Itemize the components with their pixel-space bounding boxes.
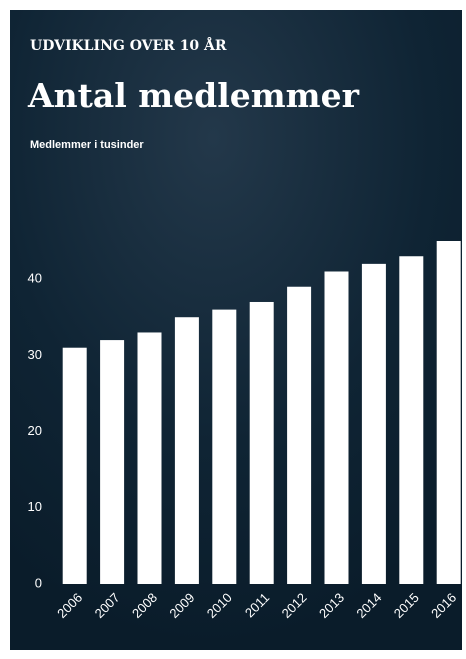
- bar: [399, 256, 424, 584]
- y-tick-label: 40: [28, 271, 42, 286]
- bar: [62, 347, 87, 584]
- y-tick-label: 20: [28, 423, 42, 438]
- chart-subtitle: Medlemmer i tusinder: [30, 139, 144, 151]
- bar: [137, 332, 162, 584]
- bar: [361, 263, 386, 584]
- bar: [100, 340, 125, 584]
- bar: [436, 241, 461, 584]
- y-tick-label: 30: [28, 347, 42, 362]
- bar: [249, 301, 274, 584]
- chart-title: Antal medlemmer: [27, 76, 360, 115]
- bar: [212, 309, 237, 584]
- y-tick-label: 0: [35, 575, 42, 590]
- bar: [324, 271, 349, 584]
- y-tick-label: 10: [28, 499, 42, 514]
- bar: [287, 286, 312, 584]
- bar: [174, 317, 199, 584]
- chart-kicker: UDVIKLING OVER 10 ÅR: [30, 36, 227, 54]
